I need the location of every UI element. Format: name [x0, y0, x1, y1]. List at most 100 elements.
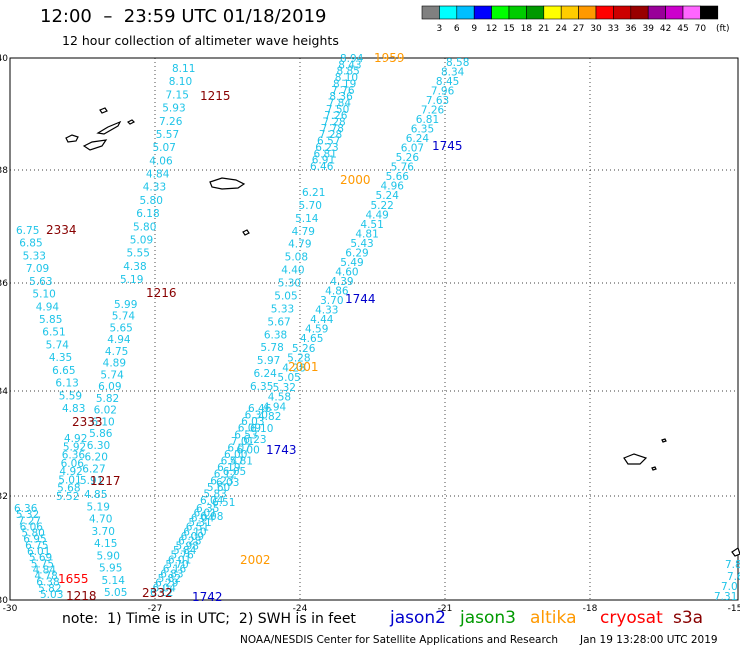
map-title: 12:00 – 23:59 UTC 01/18/2019: [40, 6, 327, 27]
wave-height-value: 6.27: [82, 463, 105, 475]
legend-tick: 33: [608, 24, 619, 34]
legend-swatch: [700, 5, 719, 20]
wave-height-value: 4.58: [268, 392, 291, 404]
wave-height-value: 4.92: [64, 433, 87, 445]
wave-height-value: 3.70: [320, 295, 343, 307]
legend-tick: 9: [471, 24, 477, 34]
wave-height-value: 5.14: [295, 213, 319, 225]
wave-height-value: 5.74: [46, 339, 70, 351]
wave-height-value: 5.66: [386, 171, 410, 183]
legend-tick: 45: [677, 24, 688, 34]
wave-height-value: 6.36: [62, 450, 86, 462]
wave-height-value: 5.01: [58, 474, 81, 486]
wave-height-value: 5.81: [230, 455, 253, 467]
wave-height-value: 6.24: [406, 133, 430, 145]
wave-height-value: 4.94: [107, 334, 131, 346]
legend-tick: 42: [660, 24, 671, 34]
wave-height-value: 5.82: [158, 573, 181, 585]
wave-height-value: 6.51: [186, 522, 209, 534]
wave-height-value: 6.09: [98, 381, 121, 393]
wave-height-value: 7.50: [326, 104, 349, 116]
wave-height-value: 5.30: [278, 278, 301, 290]
wave-height-value: 6.03: [216, 477, 239, 489]
legend-tick: 21: [538, 24, 549, 34]
pass-time-label: 1215: [200, 89, 231, 103]
wave-height-value: 4.49: [365, 209, 388, 221]
wave-height-value: 5.65: [109, 322, 132, 334]
color-legend: 3 6 9 12 15 18 21 24 27 30 33 36 39 42 45 70 (ft): [421, 5, 730, 34]
wave-height-value: 4.84: [146, 169, 170, 181]
wave-height-value: 6.09: [181, 531, 204, 543]
wave-height-value: 5.67: [267, 316, 290, 328]
wave-height-value: 5.09: [130, 234, 153, 246]
wave-height-value: 6.00: [224, 449, 247, 461]
legend-tick: 12: [486, 24, 497, 34]
wave-height-value: 5.83: [203, 488, 226, 500]
wave-height-value: 6.19: [217, 462, 240, 474]
wave-height-value: 4.79: [288, 239, 311, 251]
wave-height-value: 5.32: [273, 382, 296, 394]
wave-height-value: 5.70: [165, 559, 188, 571]
footnote: note: 1) Time is in UTC; 2) SWH is in fe…: [62, 611, 356, 627]
satellite-jason2: jason2: [390, 608, 446, 628]
wave-height-value: 5.82: [38, 583, 61, 595]
wave-height-value: 6.01: [27, 546, 50, 558]
wave-height-value: 6.35: [196, 503, 219, 515]
wave-height-value: 7.31: [714, 591, 737, 603]
pass-time-label: 1744: [345, 292, 376, 306]
wave-height-value: 6.95: [23, 534, 46, 546]
wave-height-value: 8.36: [329, 91, 353, 103]
wave-height-value: 5.55: [127, 248, 150, 260]
pass-time-label: 1655: [58, 572, 89, 586]
wave-height-value: 6.03: [241, 416, 264, 428]
wave-height-value: 6.24: [253, 368, 277, 380]
wave-height-value: 6.10: [91, 416, 114, 428]
wave-height-value: 6.46: [248, 403, 272, 415]
wave-height-value: 6.75: [16, 225, 39, 237]
wave-height-value: 8.11: [172, 63, 195, 75]
wave-height-value: 4.81: [355, 228, 378, 240]
wave-height-value: 5.84: [173, 545, 197, 557]
satellite-jason3: jason3: [460, 608, 516, 628]
latitude-label: 38: [0, 166, 8, 176]
longitude-label: -30: [3, 604, 18, 614]
wave-height-value: 4.15: [94, 538, 117, 550]
wave-height-value: 4.33: [315, 304, 338, 316]
legend-tick: 15: [503, 24, 514, 34]
wave-height-value: 5.28: [287, 353, 310, 365]
wave-height-value: 6.04: [191, 512, 215, 524]
wave-height-value: 6.51: [42, 327, 65, 339]
legend-tick: 6: [454, 24, 460, 34]
latitude-label: 36: [0, 279, 8, 289]
wave-height-value: 5.76: [391, 162, 415, 174]
wave-height-value: 5.78: [260, 342, 283, 354]
pass-time-label: 2332: [142, 586, 173, 600]
wave-height-value: 7.78: [321, 123, 344, 135]
wave-height-value: 6.29: [345, 247, 368, 259]
wave-height-value: 6.05: [223, 466, 246, 478]
pass-time-label: 1217: [90, 474, 121, 488]
wave-height-value: 6.18: [136, 208, 159, 220]
wave-height-value: 6.35: [411, 124, 434, 136]
wave-height-value: 6.07: [401, 143, 424, 155]
wave-height-value: 5.07: [153, 142, 176, 154]
wave-height-value: 6.30: [87, 440, 110, 452]
wave-height-value: 6.57: [317, 136, 340, 148]
wave-height-value: 5.91: [80, 475, 103, 487]
wave-height-value: 6.38: [264, 329, 287, 341]
wave-height-value: 6.30: [245, 410, 268, 422]
wave-height-value: 5.98: [176, 540, 199, 552]
wave-height-value: 5.92: [63, 441, 86, 453]
satellite-s3a: s3a: [673, 608, 704, 628]
wave-height-value: 6.91: [312, 155, 335, 167]
wave-height-value: 4.33: [143, 182, 166, 194]
wave-height-value: 7.6: [727, 571, 740, 583]
wave-height-value: 6.36: [14, 503, 38, 515]
wave-height-value: 6.81: [314, 148, 337, 160]
wave-height-value: 6.65: [52, 365, 75, 377]
latitude-label: 34: [0, 387, 8, 397]
wave-height-value: 5.80: [140, 195, 163, 207]
wave-height-value: 4.79: [292, 226, 315, 238]
wave-height-value: 5.33: [23, 250, 46, 262]
wave-height-value: 4.92: [59, 466, 82, 478]
